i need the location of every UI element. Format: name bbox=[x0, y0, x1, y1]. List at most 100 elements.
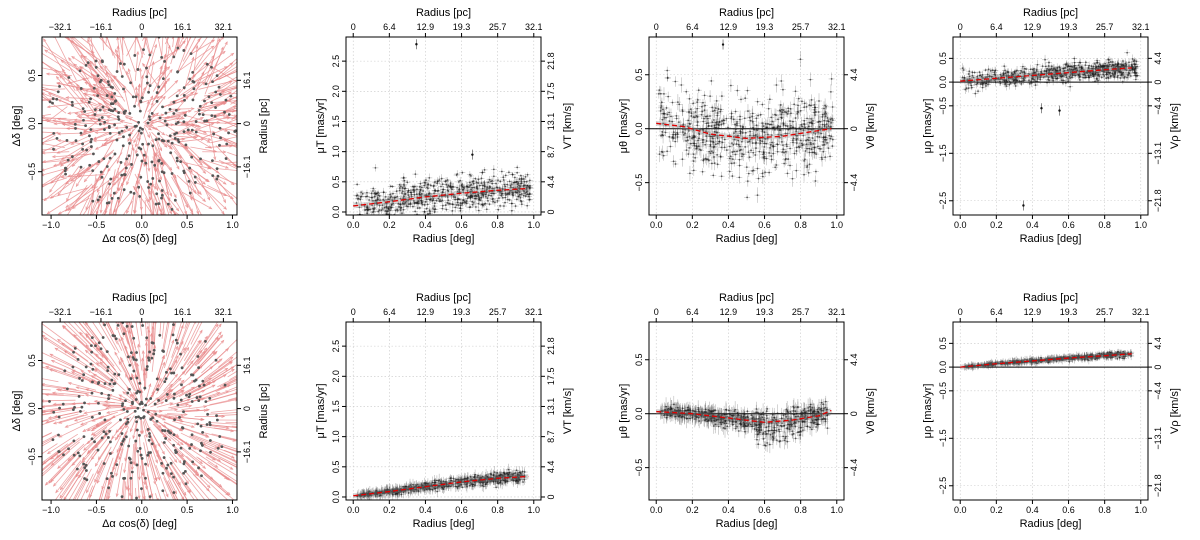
star-point bbox=[179, 160, 183, 164]
data-point bbox=[473, 197, 476, 200]
data-point bbox=[529, 184, 531, 187]
data-point bbox=[816, 135, 819, 138]
pm-arrow bbox=[49, 167, 66, 193]
pm-arrow bbox=[42, 148, 54, 151]
data-point bbox=[716, 142, 719, 145]
data-point bbox=[500, 192, 503, 195]
data-point bbox=[439, 199, 441, 201]
pm-arrowhead bbox=[71, 55, 75, 60]
data-point bbox=[829, 155, 831, 158]
pm-arrowhead bbox=[284, 121, 287, 123]
pm-arrowhead bbox=[46, 211, 51, 215]
data-point bbox=[506, 198, 509, 201]
data-point bbox=[738, 164, 741, 167]
data-point bbox=[380, 209, 383, 212]
pm-arrow bbox=[192, 129, 216, 133]
data-point bbox=[504, 185, 507, 188]
data-point bbox=[675, 117, 678, 120]
pm-arrowhead bbox=[155, 220, 157, 223]
star-point bbox=[137, 121, 140, 124]
pm-arrow bbox=[43, 167, 85, 201]
pm-arrowhead bbox=[9, 73, 12, 76]
pm-arrowhead bbox=[238, 64, 241, 66]
pm-arrow bbox=[231, 114, 237, 121]
pm-arrow bbox=[54, 37, 77, 81]
data-point bbox=[792, 141, 794, 144]
star-point bbox=[135, 153, 139, 157]
star-point bbox=[161, 77, 165, 80]
data-point bbox=[456, 186, 459, 189]
data-point bbox=[681, 127, 684, 130]
data-point bbox=[818, 147, 821, 150]
pm-arrowhead bbox=[149, 122, 154, 126]
pm-arrowhead bbox=[243, 55, 246, 58]
pm-arrowhead bbox=[129, 24, 131, 27]
data-point bbox=[748, 140, 751, 143]
pm-arrow bbox=[166, 124, 189, 126]
top-tick-label: 32.1 bbox=[525, 22, 543, 32]
data-point bbox=[784, 132, 787, 135]
data-point bbox=[365, 195, 367, 198]
plot-area bbox=[346, 37, 541, 224]
data-point bbox=[500, 194, 503, 197]
pm-arrow bbox=[101, 202, 110, 215]
data-point bbox=[420, 186, 423, 189]
data-point bbox=[434, 181, 436, 183]
pm-arrowhead bbox=[114, 48, 118, 53]
data-point bbox=[790, 124, 792, 127]
pm-arrow bbox=[78, 161, 100, 178]
pm-arrowhead bbox=[88, 117, 93, 121]
data-point bbox=[505, 194, 507, 196]
data-point bbox=[467, 186, 470, 189]
data-point bbox=[742, 125, 744, 128]
data-point bbox=[748, 134, 751, 137]
data-point bbox=[736, 135, 739, 137]
star-point bbox=[128, 141, 131, 145]
data-point bbox=[390, 206, 393, 209]
pm-arrowhead bbox=[31, 38, 34, 40]
pm-arrowhead bbox=[65, 181, 70, 185]
pm-arrow bbox=[161, 163, 169, 195]
data-point bbox=[470, 175, 472, 177]
pm-arrowhead bbox=[114, 216, 116, 219]
data-point bbox=[702, 129, 705, 132]
pm-arrow bbox=[126, 154, 138, 185]
pm-arrow bbox=[224, 139, 237, 146]
data-point bbox=[474, 206, 477, 208]
pm-arrow bbox=[83, 119, 100, 133]
data-point bbox=[519, 174, 522, 177]
pm-arrowhead bbox=[205, 15, 207, 18]
star-point bbox=[107, 83, 111, 87]
right-tick-label: 8.7 bbox=[546, 145, 556, 158]
pm-arrowhead bbox=[200, 16, 202, 19]
data-point bbox=[812, 128, 815, 130]
data-point bbox=[778, 136, 781, 139]
star-point bbox=[213, 114, 217, 118]
star-point bbox=[176, 121, 180, 124]
data-point bbox=[817, 111, 820, 113]
pm-arrowhead bbox=[79, 100, 84, 103]
star-point bbox=[114, 99, 118, 103]
data-point bbox=[426, 186, 428, 189]
star-point bbox=[93, 113, 97, 116]
top-tick-label: 16.1 bbox=[174, 22, 192, 32]
pm-arrow bbox=[143, 113, 156, 123]
pm-arrowhead bbox=[203, 249, 205, 252]
star-point bbox=[103, 128, 106, 131]
data-point bbox=[483, 181, 486, 184]
data-point bbox=[395, 190, 398, 193]
pm-arrowhead bbox=[84, 89, 89, 93]
pm-arrow bbox=[178, 122, 201, 128]
pm-arrowhead bbox=[137, 83, 141, 88]
pm-arrow bbox=[177, 38, 201, 73]
data-point bbox=[500, 170, 503, 173]
star-point bbox=[128, 111, 132, 115]
pm-arrow bbox=[138, 96, 160, 104]
data-point bbox=[794, 117, 797, 119]
data-point bbox=[363, 222, 365, 224]
pm-arrowhead bbox=[194, 92, 199, 96]
data-point bbox=[674, 163, 677, 165]
pm-arrow bbox=[153, 198, 155, 215]
star-point bbox=[163, 119, 167, 123]
y-axis-label: μT [mas/yr] bbox=[315, 98, 327, 153]
